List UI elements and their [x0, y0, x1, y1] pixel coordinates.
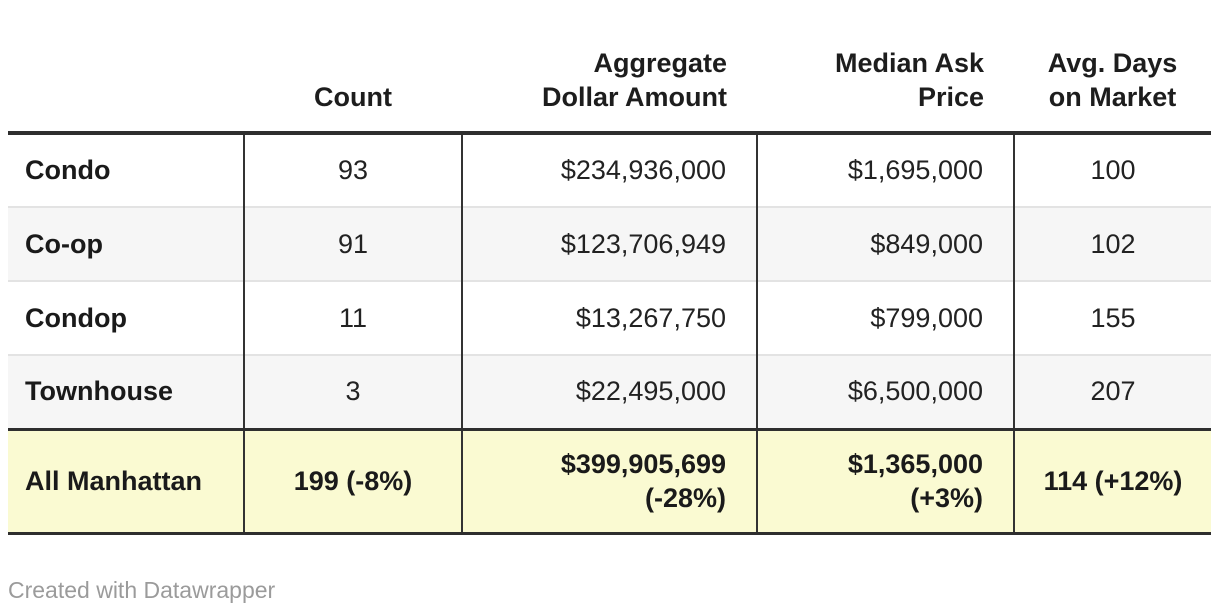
cell-townhouse-aggregate: $22,495,000 [461, 354, 757, 429]
column-header-aggregate-dollar-amount: Aggregate Dollar Amount [462, 40, 757, 135]
row-label-condop: Condop [8, 280, 244, 355]
total-aggregate-change: (-28%) [644, 483, 726, 513]
column-header-days-line1: Avg. Days [1047, 48, 1178, 78]
cell-coop-aggregate: $123,706,949 [461, 206, 757, 281]
column-header-count-label: Count [314, 82, 392, 112]
cell-coop-count: 91 [243, 206, 462, 281]
column-header-avg-days-on-market: Avg. Days on Market [1014, 40, 1211, 135]
cell-condo-count: 93 [243, 133, 462, 207]
column-header-property-type [8, 40, 244, 135]
row-label-coop: Co-op [8, 206, 244, 281]
cell-coop-median: $849,000 [756, 206, 1014, 281]
total-median-value: $1,365,000 [847, 449, 983, 479]
cell-condop-count: 11 [243, 280, 462, 355]
cell-condop-aggregate: $13,267,750 [461, 280, 757, 355]
column-header-days-line2: on Market [1048, 82, 1177, 112]
row-label-townhouse: Townhouse [8, 354, 244, 429]
column-header-median-ask-price: Median Ask Price [757, 40, 1014, 135]
column-header-aggregate-line2: Dollar Amount [542, 82, 727, 112]
row-label-all-manhattan: All Manhattan [8, 427, 244, 535]
cell-condop-days: 155 [1013, 280, 1211, 355]
cell-condop-median: $799,000 [756, 280, 1014, 355]
header-row: Count Aggregate Dollar Amount Median Ask… [8, 40, 1211, 135]
table-row-condop: Condop 11 $13,267,750 $799,000 155 [8, 280, 1211, 355]
column-header-median-line2: Price [917, 82, 984, 112]
manhattan-listings-table: Count Aggregate Dollar Amount Median Ask… [8, 40, 1211, 535]
cell-townhouse-days: 207 [1013, 354, 1211, 429]
cell-total-count: 199 (-8%) [243, 427, 462, 535]
cell-total-median: $1,365,000 (+3%) [756, 427, 1014, 535]
datawrapper-credit-link[interactable]: Created with Datawrapper [8, 576, 276, 603]
table-row-condo: Condo 93 $234,936,000 $1,695,000 100 [8, 133, 1211, 207]
total-median-change: (+3%) [910, 483, 983, 513]
cell-total-days: 114 (+12%) [1013, 427, 1211, 535]
table-row-all-manhattan: All Manhattan 199 (-8%) $399,905,699 (-2… [8, 427, 1211, 535]
cell-coop-days: 102 [1013, 206, 1211, 281]
cell-total-aggregate: $399,905,699 (-28%) [461, 427, 757, 535]
cell-townhouse-median: $6,500,000 [756, 354, 1014, 429]
column-header-median-line1: Median Ask [834, 48, 984, 78]
table-row-coop: Co-op 91 $123,706,949 $849,000 102 [8, 206, 1211, 281]
cell-condo-aggregate: $234,936,000 [461, 133, 757, 207]
table-row-townhouse: Townhouse 3 $22,495,000 $6,500,000 207 [8, 354, 1211, 429]
total-aggregate-value: $399,905,699 [560, 449, 726, 479]
column-header-count: Count [244, 40, 462, 135]
cell-condo-days: 100 [1013, 133, 1211, 207]
cell-condo-median: $1,695,000 [756, 133, 1014, 207]
cell-townhouse-count: 3 [243, 354, 462, 429]
row-label-condo: Condo [25, 155, 111, 185]
column-header-aggregate-line1: Aggregate [593, 48, 727, 78]
